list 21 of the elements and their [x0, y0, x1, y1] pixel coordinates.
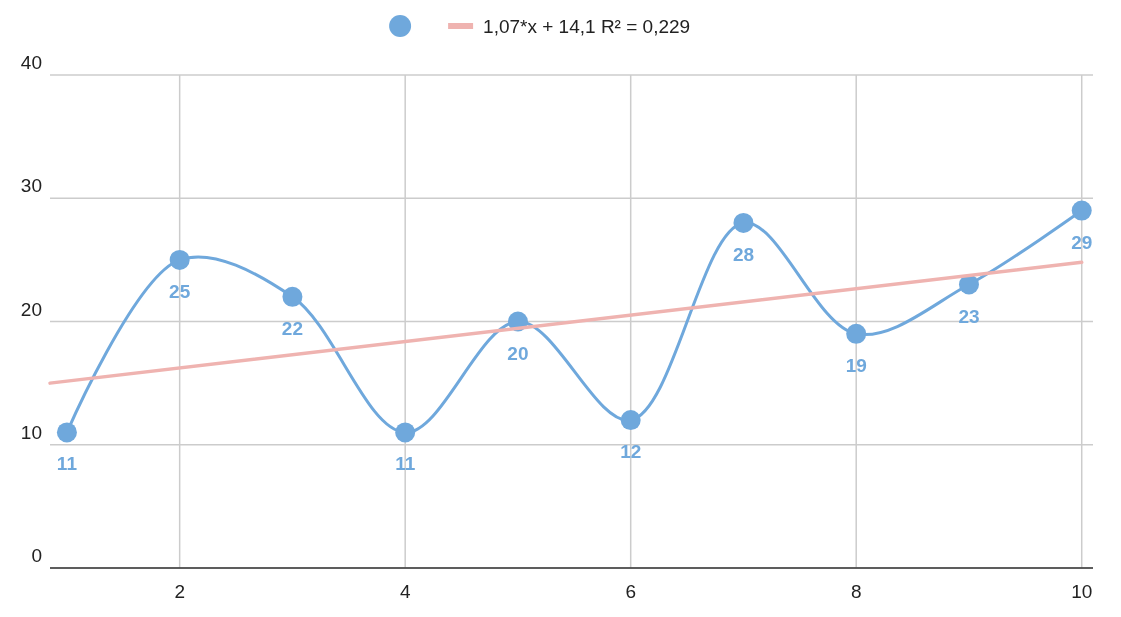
- x-tick-label: 2: [174, 581, 185, 602]
- y-tick-label: 40: [20, 52, 42, 73]
- y-tick-label: 0: [31, 545, 42, 566]
- y-tick-label: 20: [20, 298, 42, 320]
- x-tick-label: 6: [625, 581, 636, 602]
- data-label: 11: [395, 453, 416, 475]
- data-label: 12: [620, 441, 642, 463]
- data-label: 28: [732, 243, 755, 265]
- x-tick-label: 10: [1071, 581, 1093, 602]
- y-tick-label: 10: [20, 421, 42, 443]
- data-label: 22: [281, 317, 303, 339]
- legend-label: 1,07*x + 14,1 R² = 0,229: [483, 16, 691, 37]
- x-tick-label: 8: [850, 581, 862, 602]
- data-label: 25: [169, 280, 191, 302]
- data-label: 11: [56, 453, 78, 475]
- data-label: 29: [1071, 231, 1093, 253]
- data-label: 23: [958, 305, 980, 327]
- data-label: 20: [507, 342, 529, 364]
- x-tick-label: 4: [399, 581, 411, 602]
- y-tick-label: 30: [20, 175, 42, 197]
- data-label: 19: [845, 354, 867, 376]
